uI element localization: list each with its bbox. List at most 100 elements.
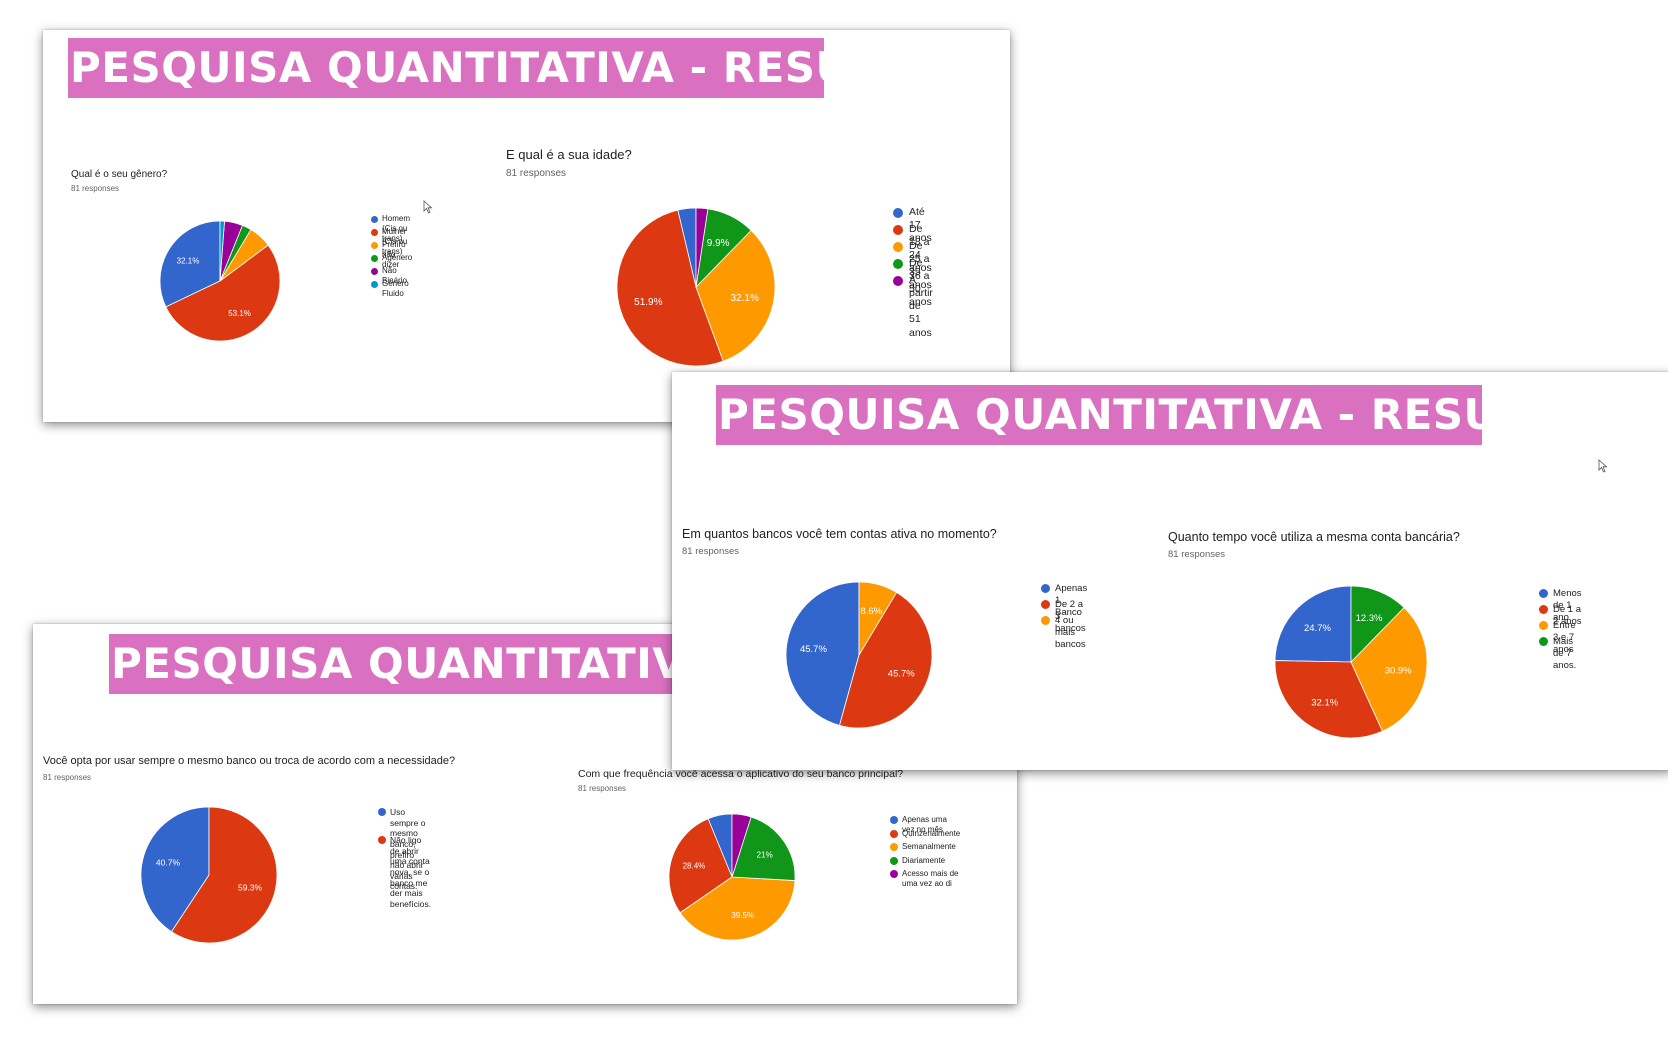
legend-swatch (371, 228, 378, 236)
pie-data-label: 32.1% (1311, 697, 1338, 708)
legend-label: Diariamente (902, 855, 946, 865)
legend-item: Apenas 1 Banco (1041, 583, 1087, 618)
chart-title: E qual é a sua idade? (506, 147, 632, 162)
pie-data-label: 53.1% (228, 309, 251, 318)
chart-subtitle: 81 responses (682, 546, 740, 557)
legend-swatch (890, 870, 898, 878)
legend-item: Apenas uma vez no mês (890, 815, 960, 834)
legend-swatch (893, 224, 903, 235)
pie-data-label: 21% (757, 850, 773, 859)
legend-label: Apenas 1 Banco (1055, 583, 1088, 618)
legend-label: Até 17 anos (909, 206, 932, 245)
legend-swatch (890, 843, 898, 851)
legend-item: Semanalmente (890, 842, 960, 856)
chart-subtitle: 81 responses (578, 784, 627, 793)
legend-item: Até 17 anos (893, 206, 933, 244)
pie-slice-semanalmente (679, 876, 796, 941)
pie-data-label: 39.5% (731, 911, 754, 920)
pie-slice-de-25-a-35-anos (695, 229, 776, 362)
legend-swatch (1041, 600, 1050, 610)
legend-swatch (371, 215, 378, 223)
legend-item: Entre 3 e 7 anos (1539, 620, 1582, 655)
legend-item: Quinzenalmente (890, 829, 960, 843)
chart-title: Qual é o seu gênero? (71, 169, 168, 180)
pie-slice-nao-ligo-de-abrir-uma-conta-nova-se-o-banco-me-der-mais-beneficios (170, 806, 278, 944)
chart-subtitle: 81 responses (506, 168, 567, 179)
legend-item: De 18 a 24 anos (893, 223, 933, 274)
legend-label: Gênero Fluido (382, 279, 409, 298)
legend-label: De 1 a 2 anos (1553, 604, 1582, 627)
legend-item: Não Binário (371, 266, 412, 285)
chart-legend: Uso sempre o mesmo banco, prefiro não ab… (378, 807, 431, 909)
legend-swatch (893, 258, 903, 269)
legend-label: De 2 a 3 bancos (1055, 599, 1086, 634)
legend-swatch (371, 280, 378, 288)
chart-title: Com que frequência você acessa o aplicat… (578, 768, 904, 780)
legend-item: Acesso mais de uma vez ao di (890, 869, 960, 888)
legend-item: Diariamente (890, 856, 960, 870)
chart-legend: Homem (Cis ou trans) Mulher (Cis ou trans… (371, 214, 412, 298)
legend-item: Agênero (371, 253, 412, 266)
legend-item: De 1 a 2 anos (1539, 604, 1582, 627)
mouse-cursor-icon (1598, 459, 1608, 473)
pie-slice-4-ou-mais-bancos (858, 581, 898, 657)
pie-slice-apenas-1-banco (785, 581, 860, 726)
legend-label: Não Binário (382, 266, 407, 285)
pie-data-label: 32.1% (177, 257, 200, 266)
chart-legend: Apenas 1 Banco De 2 a 3 bancos 4 ou mais b… (1041, 583, 1087, 650)
legend-swatch (1539, 605, 1548, 615)
slide-banner: PESQUISA QUANTITATIVA - RESUMO (68, 38, 928, 98)
legend-item: De 25 a 35 anos (893, 240, 933, 291)
legend-swatch (890, 816, 898, 824)
chart-subtitle: 81 responses (71, 184, 120, 193)
chart-subtitle: 81 responses (1168, 549, 1226, 560)
legend-label: De 25 a 35 anos (909, 240, 932, 292)
legend-label: A partir de 51 anos (909, 274, 933, 339)
legend-label: Quinzenalmente (902, 828, 961, 838)
pie-slice-de-1-a-2-anos (1274, 660, 1384, 739)
legend-item: Homem (Cis ou trans) (371, 214, 412, 243)
legend-label: Menos de 1 ano (1553, 588, 1582, 623)
pie-slice-de-2-a-3-bancos (839, 591, 933, 729)
legend-item: Prefiro não dizer (371, 240, 412, 269)
legend-label: Mulher (Cis ou trans) (382, 227, 408, 256)
legend-swatch (1041, 616, 1050, 626)
legend-label: 4 ou mais bancos (1055, 615, 1086, 650)
chart-subtitle: 81 responses (43, 773, 92, 782)
legend-swatch (890, 829, 898, 838)
pie-chart: 24.7% 32.1% 30.9% 12.3% (1274, 585, 1428, 739)
pie-slice-homem-cis-ou-trans (159, 220, 221, 308)
legend-label: Acesso mais de uma vez ao di (902, 869, 959, 888)
pie-data-label: 30.9% (1385, 666, 1412, 677)
legend-label: Entre 3 e 7 anos (1553, 620, 1576, 655)
legend-label: De 36 a 50 anos (909, 257, 932, 309)
legend-label: Apenas uma vez no mês (902, 815, 947, 834)
legend-item: Mulher (Cis ou trans) (371, 227, 412, 256)
slide-banner: PESQUISA QUANTITATIVA - RESUMO (716, 385, 1576, 445)
legend-item: Menos de 1 ano (1539, 588, 1582, 623)
chart-title: Em quantos bancos você tem contas ativa … (682, 527, 997, 541)
legend-swatch (378, 836, 386, 845)
legend-label: Mais de 7 anos. (1553, 636, 1577, 671)
legend-item: De 2 a 3 bancos (1041, 599, 1087, 634)
pie-data-label: 59.3% (238, 882, 263, 892)
pie-slice-mulher-cis-ou-trans (165, 244, 281, 342)
legend-label: Não ligo de abrir uma conta nova, se o b… (390, 835, 432, 909)
pie-slice-a-partir-de-51-anos (695, 207, 709, 288)
chart-title: Você opta por usar sempre o mesmo banco … (43, 755, 456, 767)
pie-slice-diariamente (731, 816, 796, 881)
legend-swatch (1041, 584, 1050, 594)
chart-legend: Menos de 1 ano De 1 a 2 anos Entre 3 e 7 a… (1539, 588, 1582, 671)
legend-swatch (893, 241, 903, 252)
legend-swatch (378, 808, 386, 817)
legend-item: De 36 a 50 anos (893, 257, 933, 308)
legend-item: Uso sempre o mesmo banco, prefiro não ab… (378, 807, 431, 891)
pie-chart: 40.7% 59.3% (140, 806, 278, 944)
legend-swatch (1539, 637, 1548, 647)
legend-swatch (371, 254, 378, 262)
chart-legend: Apenas uma vez no mês Quinzenalmente Seman… (890, 815, 960, 888)
pie-data-label: 8.6% (860, 606, 882, 617)
pie-data-label: 45.7% (888, 668, 915, 679)
legend-label: Prefiro não dizer (382, 240, 406, 269)
legend-swatch (371, 241, 378, 249)
